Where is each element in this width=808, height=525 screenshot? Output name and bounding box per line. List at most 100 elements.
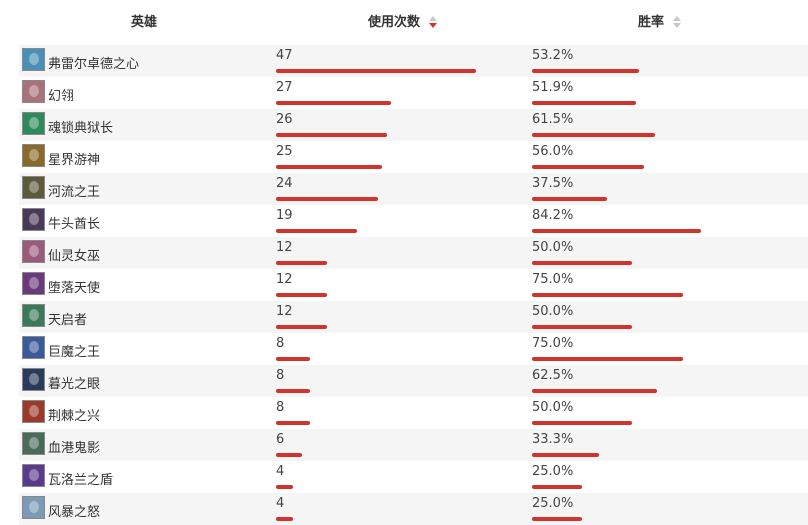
- hero-name[interactable]: 瓦洛兰之盾: [48, 473, 114, 488]
- table-row: 巨魔之王 8 75.0%: [19, 333, 808, 365]
- sort-desc-icon[interactable]: [428, 16, 437, 28]
- hero-name[interactable]: 魂锁典狱长: [48, 121, 114, 136]
- table-row: 幻翎 27 51.9%: [19, 77, 808, 109]
- usage-bar: [276, 453, 302, 457]
- table-row: 荆棘之兴 8 50.0%: [19, 397, 808, 429]
- hero-name[interactable]: 弗雷尔卓德之心: [48, 57, 140, 72]
- hero-avatar[interactable]: [22, 144, 45, 167]
- table-row: 弗雷尔卓德之心 47 53.2%: [19, 45, 808, 77]
- win-rate: 25.0%: [532, 464, 574, 479]
- hero-avatar[interactable]: [22, 80, 45, 103]
- win-rate: 75.0%: [532, 336, 574, 351]
- usage-count: 24: [276, 176, 293, 191]
- hero-avatar[interactable]: [22, 368, 45, 391]
- usage-count: 8: [276, 400, 285, 415]
- win-rate: 33.3%: [532, 432, 574, 447]
- sort-icon[interactable]: [672, 16, 681, 28]
- usage-count: 8: [276, 336, 285, 351]
- hero-name[interactable]: 暮光之眼: [48, 377, 101, 392]
- column-header-winrate-label[interactable]: 胜率: [638, 15, 665, 30]
- usage-count: 19: [276, 208, 293, 223]
- column-header-hero: 英雄: [131, 11, 157, 30]
- win-rate-bar: [532, 69, 639, 73]
- usage-bar: [276, 485, 293, 489]
- usage-bar: [276, 133, 387, 137]
- win-rate-bar: [532, 133, 655, 137]
- table-row: 风暴之怒 4 25.0%: [19, 493, 808, 525]
- win-rate: 56.0%: [532, 144, 574, 159]
- hero-name[interactable]: 巨魔之王: [48, 345, 101, 360]
- usage-bar: [276, 101, 391, 105]
- column-header-hero-label: 英雄: [131, 15, 158, 30]
- win-rate-bar: [532, 325, 632, 329]
- usage-count: 12: [276, 272, 293, 287]
- table-row: 河流之王 24 37.5%: [19, 173, 808, 205]
- hero-name[interactable]: 牛头酋长: [48, 217, 101, 232]
- table-row: 暮光之眼 8 62.5%: [19, 365, 808, 397]
- hero-name[interactable]: 风暴之怒: [48, 505, 101, 520]
- win-rate: 50.0%: [532, 240, 574, 255]
- win-rate: 75.0%: [532, 272, 574, 287]
- hero-avatar[interactable]: [22, 464, 45, 487]
- hero-name[interactable]: 河流之王: [48, 185, 101, 200]
- usage-count: 25: [276, 144, 293, 159]
- usage-bar: [276, 389, 310, 393]
- hero-avatar[interactable]: [22, 304, 45, 327]
- hero-avatar[interactable]: [22, 208, 45, 231]
- avatar-face-icon: [29, 277, 39, 289]
- usage-count: 4: [276, 464, 285, 479]
- usage-bar: [276, 197, 378, 201]
- avatar-face-icon: [29, 501, 39, 513]
- hero-avatar[interactable]: [22, 400, 45, 423]
- avatar-face-icon: [29, 181, 39, 193]
- usage-bar: [276, 325, 327, 329]
- usage-bar: [276, 165, 382, 169]
- hero-avatar[interactable]: [22, 112, 45, 135]
- avatar-face-icon: [29, 53, 39, 65]
- hero-name[interactable]: 荆棘之兴: [48, 409, 101, 424]
- table-row: 星界游神 25 56.0%: [19, 141, 808, 173]
- table-row: 魂锁典狱长 26 61.5%: [19, 109, 808, 141]
- win-rate: 61.5%: [532, 112, 574, 127]
- hero-name[interactable]: 堕落天使: [48, 281, 101, 296]
- win-rate-bar: [532, 197, 607, 201]
- hero-name[interactable]: 仙灵女巫: [48, 249, 101, 264]
- avatar-face-icon: [29, 373, 39, 385]
- win-rate-bar: [532, 485, 582, 489]
- win-rate-bar: [532, 357, 683, 361]
- table-row: 天启者 12 50.0%: [19, 301, 808, 333]
- win-rate-bar: [532, 389, 657, 393]
- usage-count: 6: [276, 432, 285, 447]
- usage-count: 8: [276, 368, 285, 383]
- column-header-usage[interactable]: 使用次数: [368, 11, 437, 30]
- win-rate: 62.5%: [532, 368, 574, 383]
- win-rate-bar: [532, 165, 644, 169]
- win-rate: 37.5%: [532, 176, 574, 191]
- hero-avatar[interactable]: [22, 496, 45, 519]
- usage-bar: [276, 293, 327, 297]
- column-header-winrate[interactable]: 胜率: [638, 11, 681, 30]
- win-rate: 53.2%: [532, 48, 574, 63]
- hero-name[interactable]: 天启者: [48, 313, 88, 328]
- usage-count: 12: [276, 240, 293, 255]
- usage-bar: [276, 69, 476, 73]
- table-row: 血港鬼影 6 33.3%: [19, 429, 808, 461]
- hero-avatar[interactable]: [22, 176, 45, 199]
- avatar-face-icon: [29, 213, 39, 225]
- usage-count: 47: [276, 48, 293, 63]
- hero-avatar[interactable]: [22, 48, 45, 71]
- hero-name[interactable]: 星界游神: [48, 153, 101, 168]
- hero-avatar[interactable]: [22, 240, 45, 263]
- column-header-usage-label[interactable]: 使用次数: [368, 15, 421, 30]
- avatar-face-icon: [29, 85, 39, 97]
- avatar-face-icon: [29, 309, 39, 321]
- usage-count: 4: [276, 496, 285, 511]
- hero-avatar[interactable]: [22, 336, 45, 359]
- win-rate-bar: [532, 517, 582, 521]
- hero-avatar[interactable]: [22, 272, 45, 295]
- hero-name[interactable]: 血港鬼影: [48, 441, 101, 456]
- win-rate-bar: [532, 101, 636, 105]
- hero-name[interactable]: 幻翎: [48, 89, 75, 104]
- hero-avatar[interactable]: [22, 432, 45, 455]
